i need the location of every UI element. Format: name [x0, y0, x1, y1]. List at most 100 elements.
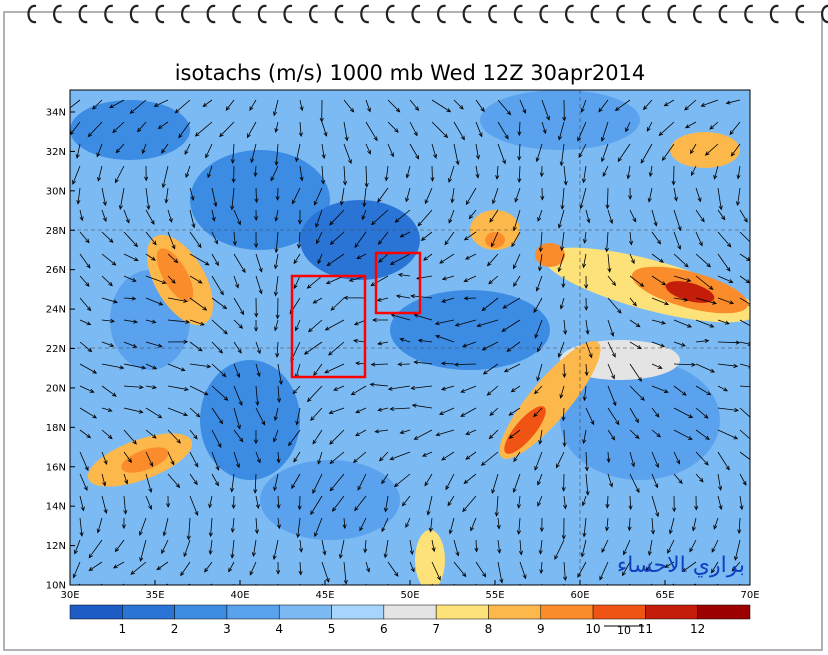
colorbar-swatch [540, 604, 594, 620]
wind-vector [162, 517, 169, 537]
wind-vector [664, 561, 675, 568]
wind-vector [717, 363, 739, 368]
wind-vector [647, 187, 653, 203]
ring [257, 4, 267, 24]
wind-vector [494, 495, 499, 517]
wind-vector [448, 517, 455, 535]
wind-vector [488, 275, 499, 285]
wind-vector [739, 253, 750, 262]
wind-vector [704, 143, 719, 156]
wind-vector [167, 275, 176, 284]
lat-label: 16N [46, 462, 66, 473]
wind-vector [253, 165, 258, 178]
wind-vector [394, 209, 411, 223]
wind-vector [364, 165, 369, 188]
wind-vector [307, 319, 323, 333]
wind-vector [628, 495, 633, 511]
wind-vector [254, 187, 259, 204]
colorbar-label: 9 [537, 622, 545, 636]
wind-vector [695, 429, 710, 440]
wind-vector [75, 143, 81, 159]
wind-vector [381, 517, 389, 533]
wind-vector [254, 517, 259, 535]
wind-vector [695, 297, 717, 305]
wind-vector [233, 209, 241, 226]
wind-vector [512, 209, 521, 232]
colorbar-swatch [174, 604, 228, 620]
wind-vector [228, 561, 235, 573]
ring [616, 4, 626, 24]
wind-vector [317, 451, 323, 465]
wind-vector [342, 165, 348, 186]
wind-vector [559, 143, 565, 167]
wind-vector [413, 313, 433, 321]
wind-vector [711, 561, 719, 574]
wind-vector [219, 121, 235, 138]
ring [821, 4, 828, 24]
wind-vector [601, 539, 609, 554]
wind-vector [540, 187, 545, 201]
ring [283, 4, 293, 24]
colorbar-label: 5 [328, 622, 336, 636]
wind-vector [399, 231, 411, 238]
wind-vector [409, 561, 415, 573]
colorbar-label: 3 [223, 622, 231, 636]
wind-vector [537, 495, 543, 507]
title: isotachs (m/s) 1000 mb Wed 12Z 30apr2014 [175, 61, 646, 85]
ring [565, 4, 574, 24]
wind-vector [651, 231, 662, 245]
wind-vector [70, 99, 81, 111]
wind-vector [298, 561, 303, 576]
wind-vector [739, 473, 747, 486]
watermark: براري الاحساء [617, 553, 745, 578]
wind-vector [211, 407, 224, 425]
wind-vector [561, 517, 566, 540]
wind-vector [560, 187, 565, 210]
wind-vector [101, 209, 107, 223]
wind-vector [274, 121, 279, 133]
wind-vector [462, 341, 477, 348]
wind-vector [205, 143, 213, 159]
wind-vector [577, 561, 587, 578]
wind-vector [673, 231, 682, 251]
colorbar-swatch [697, 604, 751, 620]
wind-vector [581, 165, 587, 184]
wind-vector [480, 451, 499, 466]
ring [104, 4, 114, 24]
wind-vector [519, 561, 527, 580]
wind-vector [401, 495, 411, 507]
wind-vector [441, 275, 455, 281]
wind-vector [330, 297, 345, 311]
wind-vector [355, 429, 367, 437]
wind-vector [211, 253, 219, 267]
wind-vector [387, 99, 401, 113]
wind-vector [512, 473, 521, 493]
wind-vector [112, 121, 125, 134]
wind-vector [92, 99, 103, 110]
lon-label: 65E [655, 590, 674, 601]
wind-vector [123, 363, 147, 370]
wind-vector [598, 99, 609, 113]
wind-vector [208, 517, 213, 538]
reference-vector-label: 10 [617, 624, 631, 637]
wind-vector [651, 495, 660, 518]
wind-vector [329, 451, 345, 465]
wind-vector [180, 561, 191, 577]
ring [718, 4, 728, 24]
colorbar-label: 1 [118, 622, 126, 636]
wind-vector [460, 385, 477, 393]
wind-vector [370, 275, 389, 287]
wind-vector [739, 231, 750, 243]
wind-vector [253, 429, 259, 445]
wind-vector [725, 99, 741, 105]
wind-vector [673, 473, 683, 485]
wind-vector [538, 429, 543, 445]
wind-vector [343, 561, 348, 585]
wind-vector [292, 385, 301, 395]
wind-vector [253, 473, 258, 494]
wind-vector [189, 187, 195, 201]
wind-vector [145, 231, 157, 246]
wind-vector [101, 429, 113, 440]
wind-vector [254, 209, 259, 221]
colorbar-label: 6 [380, 622, 388, 636]
